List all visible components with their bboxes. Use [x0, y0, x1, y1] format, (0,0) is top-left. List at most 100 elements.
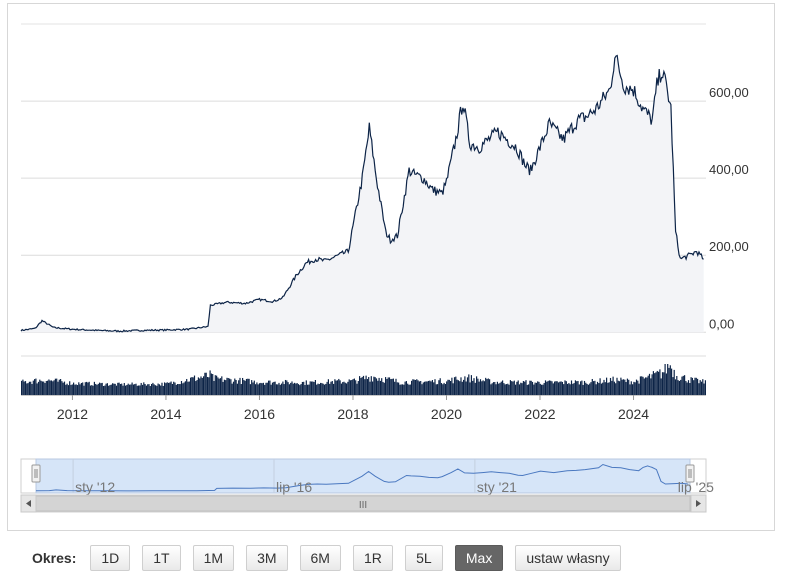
- volume-bar: [671, 368, 673, 395]
- volume-bar: [239, 377, 241, 395]
- volume-bar: [344, 382, 346, 395]
- period-label: Okres:: [32, 550, 77, 566]
- volume-bar: [425, 381, 427, 395]
- volume-bar: [356, 383, 358, 395]
- volume-bar: [261, 383, 263, 395]
- volume-bar: [703, 383, 705, 395]
- volume-bar: [470, 375, 472, 395]
- volume-bar: [399, 384, 401, 395]
- volume-bar: [450, 381, 452, 395]
- volume-bar: [468, 374, 470, 395]
- navigator-handle-body[interactable]: [31, 464, 41, 483]
- scrollbar[interactable]: III: [20, 494, 707, 513]
- volume-bar: [292, 383, 294, 395]
- volume-bar: [490, 384, 492, 395]
- period-1m-button[interactable]: 1M: [192, 545, 235, 571]
- volume-bar: [32, 380, 34, 395]
- volume-bar: [179, 384, 181, 395]
- volume-bar: [508, 384, 510, 395]
- volume-bar: [438, 380, 440, 395]
- volume-bar: [672, 377, 674, 395]
- volume-bar: [611, 380, 613, 395]
- volume-bar: [156, 385, 158, 395]
- volume-bar: [398, 382, 400, 395]
- volume-bar: [595, 384, 597, 395]
- navigator-handle-body[interactable]: [685, 464, 695, 483]
- volume-bar: [369, 381, 371, 395]
- volume-bar: [343, 381, 345, 395]
- scroll-right-button[interactable]: [690, 494, 707, 513]
- volume-bar: [210, 373, 212, 395]
- volume-bar: [336, 380, 339, 395]
- volume-bar: [169, 382, 171, 395]
- period-custom-button[interactable]: ustaw własny: [515, 545, 621, 571]
- volume-bar: [317, 383, 319, 395]
- chart-frame: 0,00 200,00 400,00 600,00 2012 2014 2016 2018 2…: [7, 3, 775, 531]
- volume-bar: [494, 381, 496, 395]
- volume-bar: [352, 379, 354, 395]
- volume-bar: [117, 382, 119, 395]
- volume-bar: [377, 380, 379, 395]
- volume-bar: [112, 383, 114, 395]
- volume-bar: [568, 383, 570, 395]
- period-1t-button[interactable]: 1T: [142, 545, 181, 571]
- volume-bar: [695, 377, 697, 395]
- volume-bar: [479, 379, 482, 395]
- volume-bar: [503, 383, 505, 395]
- volume-bar: [182, 383, 184, 395]
- volume-bar: [403, 384, 405, 395]
- volume-bar: [655, 372, 657, 395]
- volume-bar: [537, 381, 539, 395]
- volume-bar: [216, 375, 218, 395]
- volume-bar: [242, 377, 244, 395]
- volume-bar: [550, 380, 552, 395]
- volume-bar: [197, 377, 199, 395]
- period-1d-button[interactable]: 1D: [90, 545, 131, 571]
- volume-bar: [409, 384, 411, 395]
- volume-bar: [521, 383, 523, 395]
- volume-bar: [486, 379, 488, 395]
- period-5l-button[interactable]: 5L: [404, 545, 443, 571]
- volume-bar: [482, 380, 484, 395]
- volume-bar: [598, 383, 600, 395]
- volume-bar: [469, 382, 471, 395]
- volume-bar: [327, 379, 329, 395]
- volume-bars: [21, 355, 706, 395]
- volume-bar: [89, 385, 92, 395]
- period-6m-button[interactable]: 6M: [299, 545, 341, 571]
- volume-bar: [421, 384, 423, 395]
- period-3m-button[interactable]: 3M: [246, 545, 288, 571]
- volume-bar: [511, 381, 513, 395]
- volume-bar: [656, 370, 658, 395]
- volume-bar: [433, 382, 435, 395]
- volume-bar: [637, 380, 639, 395]
- scroll-left-button[interactable]: [20, 494, 37, 513]
- period-max-button[interactable]: Max: [454, 545, 504, 571]
- volume-bar: [238, 380, 240, 395]
- navigator-handle-left[interactable]: [31, 464, 41, 483]
- navigator[interactable]: sty '12 lip '16 sty '21 lip '25: [20, 458, 714, 495]
- volume-bar: [26, 383, 28, 395]
- volume-bar: [613, 381, 615, 395]
- volume-bar: [52, 381, 54, 395]
- volume-bar: [505, 384, 508, 395]
- volume-bar: [476, 376, 478, 395]
- volume-bar: [158, 384, 160, 395]
- volume-bar: [355, 380, 357, 395]
- volume-bar: [322, 383, 324, 395]
- volume-bar: [229, 378, 231, 395]
- volume-bar: [375, 378, 378, 395]
- navigator-handle-right[interactable]: [685, 464, 695, 483]
- volume-bar: [69, 381, 71, 395]
- volume-bar: [590, 382, 592, 395]
- period-1r-button[interactable]: 1R: [352, 545, 393, 571]
- volume-bar: [320, 382, 322, 395]
- volume-bar: [110, 384, 112, 395]
- volume-bar: [205, 372, 207, 395]
- volume-bar: [496, 381, 498, 395]
- volume-bar: [538, 381, 540, 395]
- volume-bar: [466, 377, 469, 395]
- volume-bar: [43, 381, 45, 395]
- volume-bar: [295, 383, 297, 395]
- volume-bar: [71, 384, 73, 395]
